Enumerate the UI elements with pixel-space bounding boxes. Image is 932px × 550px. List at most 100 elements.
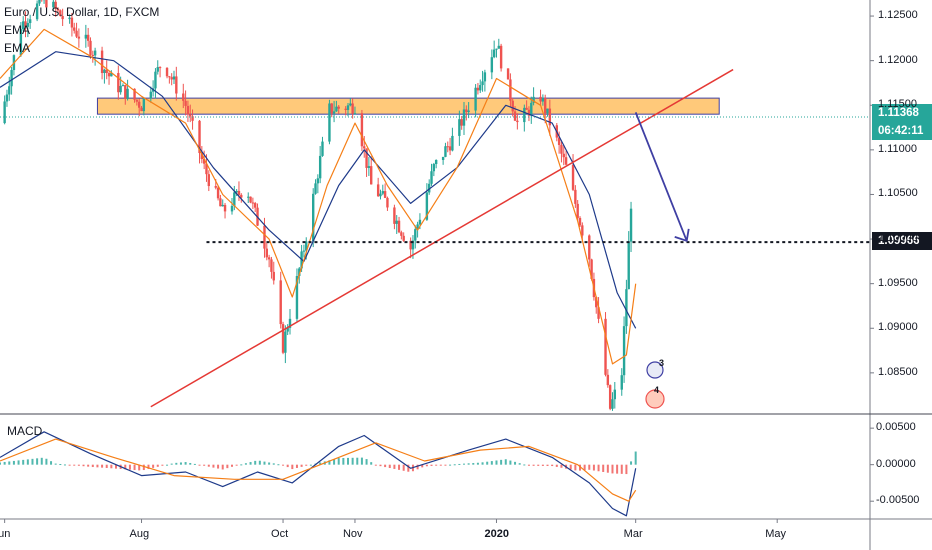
price-tick-label: 1.09000 — [878, 321, 918, 334]
macd-histogram-bar — [170, 463, 173, 465]
candle-body — [284, 331, 287, 353]
candle-body — [367, 166, 371, 168]
candle-body — [432, 164, 436, 172]
macd-histogram-bar — [217, 464, 220, 469]
candle-body — [353, 113, 357, 115]
macd-histogram-bar — [68, 464, 71, 466]
legend-symbol[interactable]: Euro / U.S. Dollar, 1D, FXCM — [4, 5, 160, 19]
candle-body — [184, 100, 187, 106]
candle-body — [527, 109, 531, 116]
candle-body — [425, 192, 429, 220]
macd-histogram-bar — [22, 459, 25, 465]
time-tick-label: Mar — [623, 528, 643, 540]
macd-tick-label: 0.00000 — [876, 457, 916, 470]
candle-body — [8, 86, 11, 95]
legend-ema-2[interactable]: EMA — [4, 41, 31, 55]
candle-body — [202, 159, 206, 164]
candle-body — [10, 70, 13, 87]
macd-histogram-bar — [592, 464, 595, 471]
macd-histogram-bar — [244, 463, 247, 465]
candle-body — [240, 194, 243, 198]
candle-body — [110, 73, 113, 77]
macd-histogram-bar — [602, 464, 605, 472]
candle-body — [286, 327, 289, 332]
candle-body — [105, 69, 108, 73]
candle-body — [395, 220, 398, 224]
candle-body — [59, 10, 62, 17]
macd-histogram-bar — [156, 464, 159, 467]
macd-histogram-bar — [31, 458, 34, 465]
time-tick-label: Aug — [129, 528, 150, 540]
macd-legend[interactable]: MACD — [7, 424, 43, 438]
candle-body — [611, 399, 614, 409]
candle-body — [86, 34, 90, 41]
candle-body — [511, 100, 514, 112]
candle-body — [263, 225, 266, 249]
candle-body — [363, 146, 366, 149]
macd-histogram-bar — [337, 458, 340, 465]
macd-histogram-bar — [532, 464, 535, 466]
candle-body — [499, 45, 503, 69]
macd-histogram-bar — [402, 464, 405, 471]
macd-histogram-bar — [207, 464, 210, 467]
macd-histogram-bar — [425, 464, 428, 467]
macd-histogram-bar — [77, 464, 80, 466]
candle-body — [509, 79, 512, 101]
candle-body — [546, 108, 549, 114]
time-tick-label: Nov — [342, 528, 363, 540]
macd-histogram-bar — [407, 464, 410, 472]
candle-body — [400, 232, 403, 236]
price-tick-label: 1.12000 — [878, 53, 918, 66]
macd-histogram-bar — [175, 462, 178, 465]
price-tick-label: 1.10500 — [878, 187, 918, 200]
candle-body — [84, 34, 88, 39]
candle-body — [142, 98, 146, 112]
macd-histogram-bar — [212, 464, 215, 468]
candle-body — [539, 96, 542, 102]
macd-histogram-bar — [495, 460, 498, 465]
candle-body — [434, 160, 438, 165]
candle-body — [170, 77, 173, 80]
macd-histogram-bar — [82, 464, 85, 467]
candle-body — [376, 184, 380, 197]
macd-histogram-bar — [374, 464, 377, 466]
candle-body — [523, 107, 526, 123]
candle-body — [458, 119, 461, 136]
candle-body — [381, 191, 384, 194]
macd-tick-label: -0.00500 — [876, 494, 920, 507]
macd-histogram-bar — [161, 464, 164, 466]
event-marker-4 — [645, 389, 665, 409]
candle-body — [138, 101, 141, 108]
macd-histogram-bar — [263, 461, 266, 465]
candle-body — [5, 94, 9, 102]
candle-body — [198, 120, 201, 154]
candle-body — [629, 208, 633, 242]
candle-body — [117, 73, 120, 93]
macd-histogram-bar — [291, 464, 294, 470]
candle-body — [462, 109, 466, 126]
price-tick-label: 1.08500 — [878, 365, 918, 378]
macd-line — [0, 431, 637, 517]
candle-body — [265, 248, 268, 258]
candle-body — [337, 106, 340, 109]
legend-ema-1[interactable]: EMA — [4, 23, 31, 37]
candle-body — [474, 87, 477, 111]
candle-body — [627, 241, 630, 290]
candle-body — [397, 220, 401, 233]
macd-histogram-bar — [142, 464, 145, 471]
candle-body — [235, 190, 238, 193]
candle-body — [200, 153, 204, 160]
candle-body — [140, 107, 143, 112]
macd-histogram-bar — [430, 464, 433, 466]
macd-histogram-bar — [40, 457, 43, 465]
candle-body — [223, 204, 227, 212]
macd-histogram-bar — [184, 462, 187, 465]
candle-body — [386, 197, 389, 208]
macd-histogram-bar — [583, 464, 586, 471]
macd-histogram-bar — [514, 461, 517, 465]
candle-body — [3, 101, 6, 124]
macd-histogram-bar — [309, 464, 312, 466]
candle-body — [495, 48, 498, 50]
candle-body — [360, 113, 364, 147]
